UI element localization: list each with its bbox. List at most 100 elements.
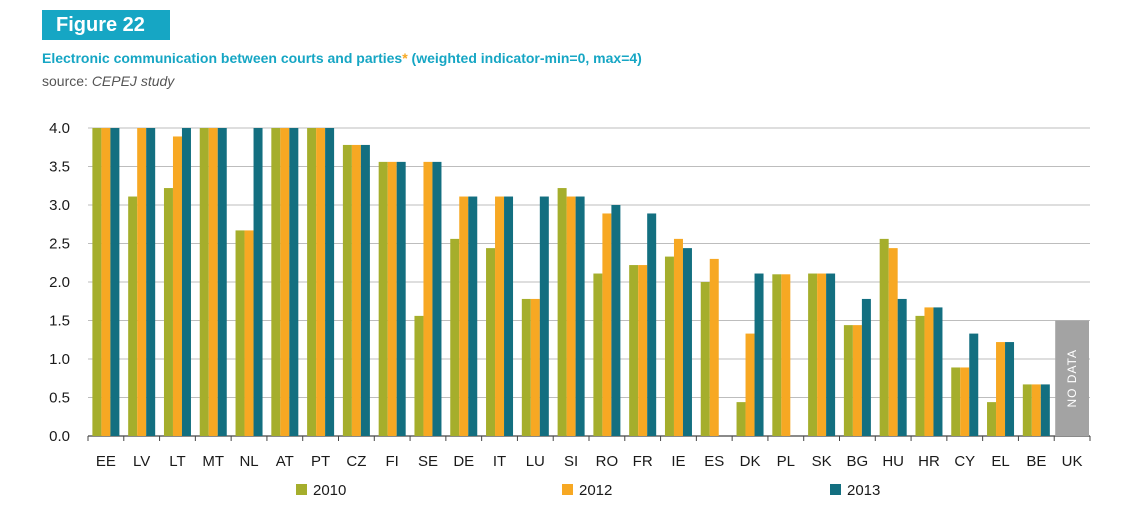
- bar-2013-RO: [611, 205, 621, 436]
- bar-2012-FR: [638, 265, 648, 436]
- bar-2013-AT: [289, 128, 299, 436]
- bar-2013-EE: [110, 128, 120, 436]
- bar-2012-EL: [996, 342, 1006, 436]
- bar-2013-SE: [432, 161, 442, 436]
- bar-2013-HU: [897, 298, 907, 436]
- legend-label-2013: 2013: [847, 482, 880, 499]
- bar-2010-EE: [92, 128, 102, 436]
- bar-2012-SK: [817, 273, 827, 436]
- chart-title-suffix: (weighted indicator-min=0, max=4): [407, 50, 642, 66]
- bar-2010-LT: [163, 188, 173, 436]
- no-data-label: NO DATA: [1065, 349, 1079, 408]
- bar-2010-IT: [486, 248, 496, 436]
- x-tick-label-HR: HR: [918, 453, 940, 470]
- bar-2012-LT: [172, 136, 182, 436]
- x-tick-label-UK: UK: [1062, 453, 1083, 470]
- x-tick-label-DK: DK: [740, 453, 761, 470]
- bar-2012-SE: [423, 161, 433, 436]
- chart-title-star: *: [402, 50, 408, 66]
- bar-2013-PT: [325, 128, 335, 436]
- bar-2012-EE: [101, 128, 111, 436]
- bar-2010-LU: [521, 298, 531, 436]
- bar-2013-SK: [826, 273, 836, 436]
- bar-2010-ES: [700, 282, 710, 436]
- bar-2012-LV: [137, 128, 147, 436]
- x-tick-label-LV: LV: [133, 453, 150, 470]
- legend-label-2010: 2010: [313, 482, 346, 499]
- bar-2010-RO: [593, 273, 603, 436]
- bar-2010-DK: [736, 402, 746, 436]
- x-tick-label-EL: EL: [991, 453, 1009, 470]
- y-tick-label: 3.5: [49, 159, 70, 176]
- chart-title-main: Electronic communication between courts …: [42, 50, 403, 66]
- chart-source: source: CEPEJ study: [42, 73, 174, 89]
- bar-2013-NL: [253, 128, 263, 436]
- bar-2013-FR: [647, 213, 657, 436]
- bar-2013-CY: [969, 333, 979, 436]
- x-tick-label-NL: NL: [239, 453, 258, 470]
- bar-2010-IE: [664, 256, 674, 436]
- x-tick-label-LU: LU: [526, 453, 545, 470]
- bar-2012-BE: [1031, 384, 1041, 436]
- bar-2010-HR: [915, 315, 925, 436]
- bar-2012-NL: [244, 230, 254, 436]
- bar-2013-LU: [539, 196, 549, 436]
- bar-2013-BG: [861, 298, 871, 436]
- bar-2010-CY: [951, 367, 961, 436]
- bar-2010-EL: [987, 402, 997, 436]
- y-tick-label: 1.5: [49, 313, 70, 330]
- x-tick-label-BG: BG: [847, 453, 869, 470]
- bar-2010-SI: [557, 188, 567, 436]
- bar-2013-CZ: [360, 144, 370, 436]
- x-tick-label-PT: PT: [311, 453, 330, 470]
- bar-2012-HR: [924, 307, 934, 436]
- legend-swatch-2013: [830, 484, 841, 495]
- x-tick-label-AT: AT: [276, 453, 294, 470]
- x-tick-label-FR: FR: [633, 453, 653, 470]
- bar-2010-NL: [235, 230, 245, 436]
- x-tick-label-SE: SE: [418, 453, 438, 470]
- bar-2013-LT: [181, 128, 191, 436]
- no-data-box: [1055, 320, 1089, 436]
- bar-2012-IT: [495, 196, 505, 436]
- x-tick-label-LT: LT: [169, 453, 185, 470]
- bar-2012-DK: [745, 333, 755, 436]
- y-tick-label: 2.5: [49, 236, 70, 253]
- x-tick-label-SI: SI: [564, 453, 578, 470]
- bar-2013-IT: [504, 196, 514, 436]
- x-tick-label-DE: DE: [453, 453, 474, 470]
- y-tick-label: 0.5: [49, 390, 70, 407]
- x-tick-label-SK: SK: [812, 453, 832, 470]
- bar-2010-LV: [128, 196, 138, 436]
- x-tick-label-ES: ES: [704, 453, 724, 470]
- bar-2010-MT: [199, 128, 209, 436]
- bar-2010-CZ: [342, 144, 352, 436]
- x-tick-label-IE: IE: [671, 453, 685, 470]
- x-tick-label-CY: CY: [954, 453, 975, 470]
- bar-2010-PT: [307, 128, 317, 436]
- bar-2010-DE: [450, 238, 460, 436]
- y-tick-label: 0.0: [49, 428, 70, 445]
- bar-2010-SK: [808, 273, 818, 436]
- bar-2012-DE: [459, 196, 469, 436]
- bar-2010-SE: [414, 315, 424, 436]
- y-tick-label: 2.0: [49, 274, 70, 291]
- bar-2013-IE: [682, 248, 692, 436]
- legend-label-2012: 2012: [579, 482, 612, 499]
- x-tick-label-BE: BE: [1026, 453, 1046, 470]
- source-prefix: source:: [42, 73, 92, 89]
- y-tick-label: 4.0: [49, 120, 70, 137]
- bar-2012-LU: [530, 298, 540, 436]
- bar-2013-LV: [146, 128, 156, 436]
- x-tick-label-MT: MT: [202, 453, 224, 470]
- bar-2012-MT: [208, 128, 218, 436]
- bar-2013-DE: [468, 196, 478, 436]
- bar-2013-MT: [217, 128, 227, 436]
- chart-title: Electronic communication between courts …: [42, 50, 642, 66]
- bar-2012-FI: [387, 161, 397, 436]
- bar-2010-HU: [879, 238, 889, 436]
- bar-2012-CY: [960, 367, 970, 436]
- bar-2012-RO: [602, 213, 612, 436]
- bar-2012-BG: [852, 325, 862, 436]
